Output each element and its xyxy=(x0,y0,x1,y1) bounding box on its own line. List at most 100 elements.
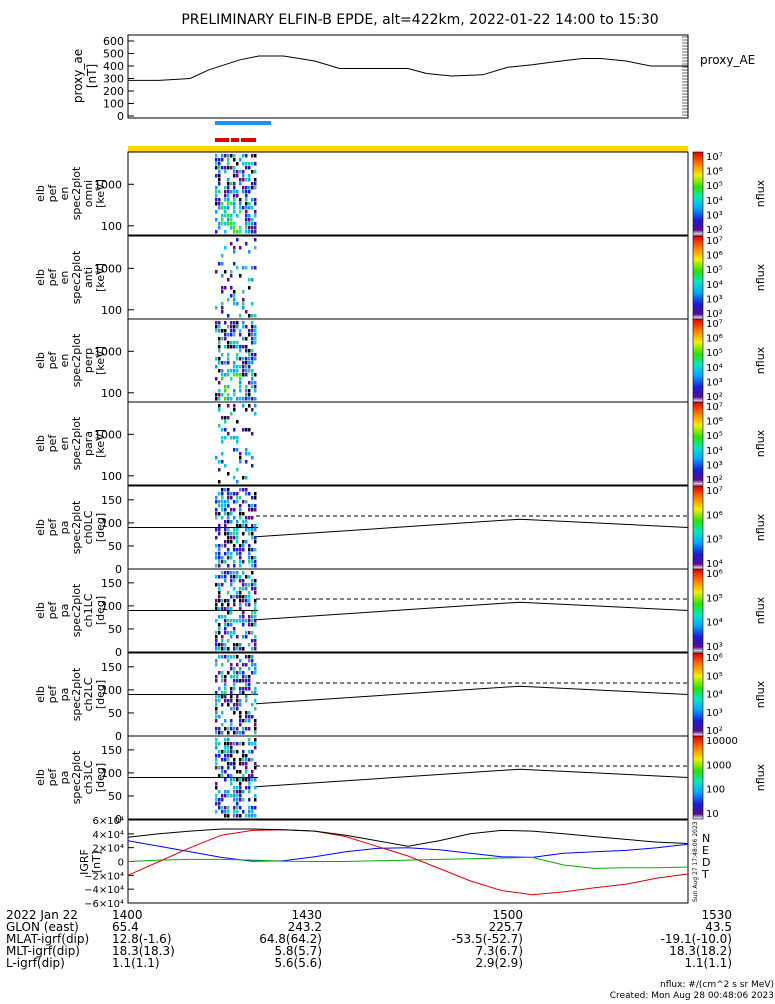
spectrogram-cell xyxy=(227,814,230,818)
spectrogram-cell xyxy=(224,464,227,468)
spectrogram-cell xyxy=(233,500,236,504)
spectrogram-cell xyxy=(233,631,236,635)
spectrogram-cell xyxy=(224,488,227,492)
panel-ylabel-0: elb xyxy=(34,352,47,369)
spectrogram-cell xyxy=(239,544,242,548)
spectrogram-cell xyxy=(236,647,239,651)
spectrogram-cell xyxy=(254,762,257,766)
spectrogram-cell xyxy=(224,742,227,746)
spectrogram-cell xyxy=(245,365,248,369)
spectrogram-cell xyxy=(236,703,239,707)
spectrogram-cell xyxy=(227,671,230,675)
xaxis-row-value: 18.3(18.3) xyxy=(112,944,175,958)
spectrogram-cell xyxy=(236,536,239,540)
spectrogram-cell xyxy=(242,671,245,675)
spectrogram-cell xyxy=(224,683,227,687)
spectrogram-cell xyxy=(224,675,227,679)
spectrogram-cell xyxy=(218,325,221,329)
spectrogram-cell xyxy=(239,679,242,683)
spectrogram-cell xyxy=(242,778,245,782)
spectrogram-cell xyxy=(224,750,227,754)
xaxis-row-value: 64.8(64.2) xyxy=(259,932,322,946)
spectrogram-cell xyxy=(248,750,251,754)
spectrogram-cell xyxy=(215,270,218,274)
spectrogram-cell xyxy=(221,373,224,377)
spectrogram-cell xyxy=(218,643,221,647)
spectrogram-cell xyxy=(215,329,218,333)
spectrogram-cell xyxy=(248,742,251,746)
spectrogram-cell xyxy=(233,182,236,186)
spectrogram-cell xyxy=(251,619,254,623)
spectrogram-cell xyxy=(236,520,239,524)
colorbar-label: nflux xyxy=(754,596,767,624)
spectrogram-cell xyxy=(248,623,251,627)
proxy-ae-line xyxy=(128,55,688,81)
spectrogram-cell xyxy=(227,794,230,798)
spectrogram-cell xyxy=(233,619,236,623)
spectrogram-cell xyxy=(245,361,248,365)
spectrogram-cell xyxy=(254,667,257,671)
spectrogram-cell xyxy=(224,373,227,377)
spectrogram-cell xyxy=(236,341,239,345)
spectrogram-cell xyxy=(248,560,251,564)
spectrogram-cell xyxy=(221,302,224,306)
spectrogram-cell xyxy=(245,583,248,587)
spectrogram-cell xyxy=(254,619,257,623)
colorbar-tick-label: 10⁵ xyxy=(706,181,723,192)
spectrogram-cell xyxy=(242,170,245,174)
spectrogram-cell xyxy=(230,286,233,290)
spectrogram-cell xyxy=(230,583,233,587)
panel-ylabel-3: spec2plot xyxy=(70,500,83,554)
spectrogram-cell xyxy=(224,504,227,508)
spectrogram-cell xyxy=(227,742,230,746)
panel-ylabel-2: pa xyxy=(58,688,71,702)
spectrogram-cell xyxy=(254,536,257,540)
spectrogram-cell xyxy=(245,683,248,687)
spectrogram-cell xyxy=(227,564,230,568)
spectrogram-cell xyxy=(239,226,242,230)
spectrogram-cell xyxy=(233,408,236,412)
plot-title: PRELIMINARY ELFIN-B EPDE, alt=422km, 202… xyxy=(181,12,658,28)
spectrogram-cell xyxy=(230,723,233,727)
spectrogram-cell xyxy=(224,738,227,742)
colorbar-tick-label: 10³ xyxy=(706,642,723,653)
spectrogram-cell xyxy=(215,162,218,166)
panel-ylabel-2: pa xyxy=(58,771,71,785)
spectrogram-cell xyxy=(245,226,248,230)
spectrogram-cell xyxy=(218,715,221,719)
spectrogram-cell xyxy=(230,782,233,786)
spectrogram-cell xyxy=(224,599,227,603)
spectrogram-cell xyxy=(239,516,242,520)
spectrogram-cell xyxy=(245,687,248,691)
spectrogram-cell xyxy=(251,341,254,345)
spectrogram-cell xyxy=(254,496,257,500)
spectrogram-cell xyxy=(251,532,254,536)
spectrogram-cell xyxy=(248,361,251,365)
xaxis-row-value: 225.7 xyxy=(489,920,523,934)
spectrogram-cell xyxy=(245,325,248,329)
spectrogram-cell xyxy=(230,631,233,635)
panel-frame-omni xyxy=(127,151,689,236)
spectrogram-cell xyxy=(218,655,221,659)
spectrogram-cell xyxy=(230,695,233,699)
spectrogram-cell xyxy=(245,762,248,766)
spectrogram-cell xyxy=(239,719,242,723)
spectrogram-cell xyxy=(218,631,221,635)
colorbar-tick-label: 10⁴ xyxy=(706,280,723,291)
spectrogram-cell xyxy=(251,329,254,333)
spectrogram-cell xyxy=(239,786,242,790)
spectrogram-cell xyxy=(242,488,245,492)
panel-ylabel-2: en xyxy=(58,187,71,201)
spectrogram-cell xyxy=(254,325,257,329)
spectrogram-cell xyxy=(218,182,221,186)
colorbar-tick-label: 10⁷ xyxy=(706,152,723,163)
spectrogram-cell xyxy=(215,711,218,715)
x-axis-annotation: 2022 Jan 22 1400 1430 1500 1530 GLON (east) 65… xyxy=(6,908,732,970)
colorbar-tick-label: 10⁶ xyxy=(706,417,723,428)
spectrogram-cell xyxy=(242,810,245,814)
spectrogram-cell xyxy=(233,508,236,512)
spectrogram-cell xyxy=(227,278,230,282)
spectrogram-cell xyxy=(239,158,242,162)
spectrogram-cell xyxy=(224,810,227,814)
